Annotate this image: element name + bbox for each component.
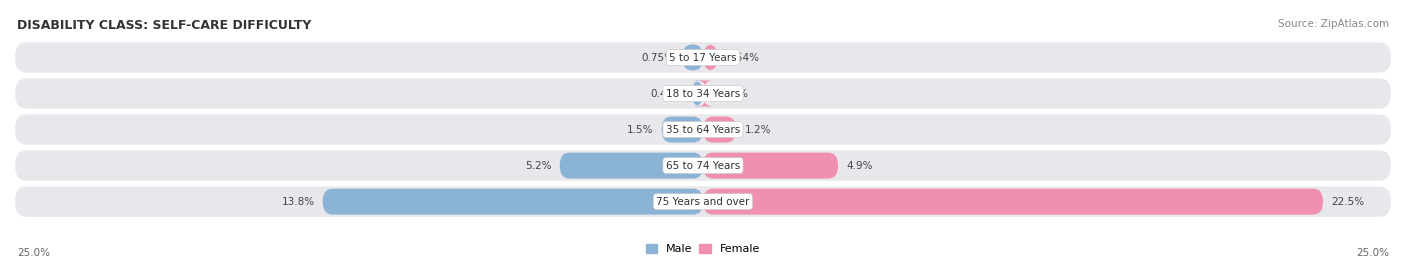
Text: 1.5%: 1.5% <box>627 125 654 134</box>
FancyBboxPatch shape <box>560 153 703 179</box>
Text: 25.0%: 25.0% <box>17 248 49 258</box>
FancyBboxPatch shape <box>662 116 703 143</box>
Text: 0.54%: 0.54% <box>725 52 759 62</box>
Text: 0.14%: 0.14% <box>716 89 748 98</box>
FancyBboxPatch shape <box>14 77 1392 110</box>
FancyBboxPatch shape <box>703 45 718 70</box>
FancyBboxPatch shape <box>323 189 703 215</box>
Text: 18 to 34 Years: 18 to 34 Years <box>666 89 740 98</box>
FancyBboxPatch shape <box>703 153 838 179</box>
Text: 4.9%: 4.9% <box>846 161 873 171</box>
FancyBboxPatch shape <box>14 113 1392 146</box>
Text: 1.2%: 1.2% <box>744 125 770 134</box>
FancyBboxPatch shape <box>14 185 1392 218</box>
Text: 0.42%: 0.42% <box>650 89 683 98</box>
Text: DISABILITY CLASS: SELF-CARE DIFFICULTY: DISABILITY CLASS: SELF-CARE DIFFICULTY <box>17 19 311 32</box>
Text: 5.2%: 5.2% <box>524 161 551 171</box>
Text: 25.0%: 25.0% <box>1357 248 1389 258</box>
FancyBboxPatch shape <box>14 149 1392 182</box>
FancyBboxPatch shape <box>682 45 703 70</box>
Text: 75 Years and over: 75 Years and over <box>657 197 749 207</box>
Text: 35 to 64 Years: 35 to 64 Years <box>666 125 740 134</box>
FancyBboxPatch shape <box>697 80 713 107</box>
Text: 65 to 74 Years: 65 to 74 Years <box>666 161 740 171</box>
Text: 22.5%: 22.5% <box>1331 197 1364 207</box>
Text: Source: ZipAtlas.com: Source: ZipAtlas.com <box>1278 19 1389 29</box>
FancyBboxPatch shape <box>14 41 1392 74</box>
Text: 0.75%: 0.75% <box>641 52 673 62</box>
Legend: Male, Female: Male, Female <box>641 239 765 259</box>
FancyBboxPatch shape <box>703 116 737 143</box>
Text: 5 to 17 Years: 5 to 17 Years <box>669 52 737 62</box>
FancyBboxPatch shape <box>692 80 703 107</box>
FancyBboxPatch shape <box>703 189 1323 215</box>
Text: 13.8%: 13.8% <box>281 197 315 207</box>
